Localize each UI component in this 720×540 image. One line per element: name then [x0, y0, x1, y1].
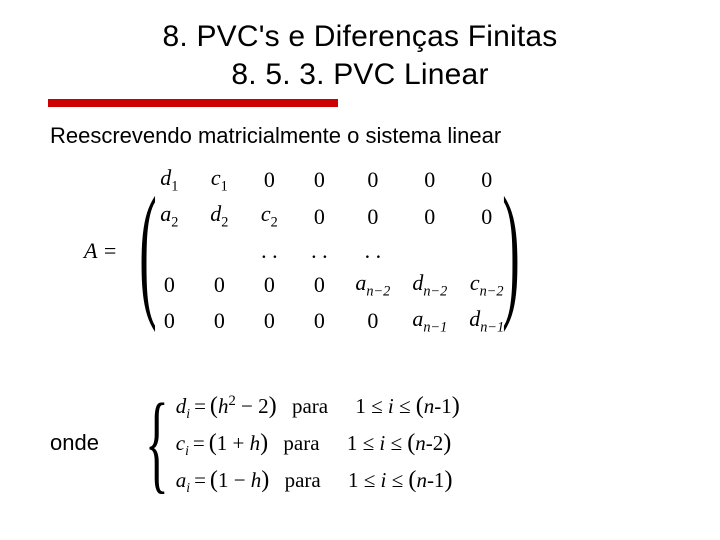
matrix-cell: c2 — [255, 201, 283, 231]
right-paren-icon: ) — [502, 187, 519, 315]
matrix-cell: 0 — [155, 272, 183, 298]
left-brace-icon: { — [145, 404, 169, 481]
matrix-cell: . . — [255, 238, 283, 264]
matrix-cell: d2 — [205, 201, 233, 231]
matrix-cell: 0 — [469, 204, 504, 230]
matrix-cell: 0 — [255, 308, 283, 334]
onde-label: onde — [50, 430, 99, 456]
matrix-cell: dn−2 — [412, 270, 447, 300]
matrix-cell: 0 — [355, 204, 390, 230]
matrix-cell: 0 — [305, 167, 333, 193]
matrix-cell: d1 — [155, 165, 183, 195]
def-d: di=(h2 − 2) para 1 ≤ i ≤ (n-1) — [176, 387, 460, 424]
matrix-cell: 0 — [155, 308, 183, 334]
matrix-cell: 0 — [355, 167, 390, 193]
definitions-row: onde { di=(h2 − 2) para 1 ≤ i ≤ (n-1) ci… — [50, 387, 672, 499]
definitions: di=(h2 − 2) para 1 ≤ i ≤ (n-1) ci=(1 + h… — [176, 387, 460, 499]
def-a: ai=(1 − h) para 1 ≤ i ≤ (n-1) — [176, 461, 460, 498]
matrix-cell: 0 — [305, 308, 333, 334]
matrix-cell: a2 — [155, 201, 183, 231]
matrix-lhs: A = — [84, 238, 123, 264]
brace-group: { di=(h2 − 2) para 1 ≤ i ≤ (n-1) ci=(1 +… — [145, 387, 460, 499]
matrix-cell: dn−1 — [469, 306, 504, 336]
matrix-cell: 0 — [305, 272, 333, 298]
matrix-cell: 0 — [305, 204, 333, 230]
slide-title: 8. PVC's e Diferenças Finitas 8. 5. 3. P… — [48, 18, 672, 93]
matrix-cell: 0 — [469, 167, 504, 193]
matrix-cell: c1 — [205, 165, 233, 195]
matrix-cell: . . — [305, 238, 333, 264]
def-c: ci=(1 + h) para 1 ≤ i ≤ (n-2) — [176, 424, 460, 461]
slide: 8. PVC's e Diferenças Finitas 8. 5. 3. P… — [0, 0, 720, 540]
left-paren-icon: ( — [140, 187, 157, 315]
title-line-1: 8. PVC's e Diferenças Finitas — [162, 20, 557, 53]
matrix-body: d1 c1 0 0 0 0 0 a2 d2 c2 0 0 0 0 . . . .… — [155, 165, 504, 337]
matrix-cell: cn−2 — [469, 270, 504, 300]
matrix-cell: an−2 — [355, 270, 390, 300]
matrix-cell: . . — [355, 238, 390, 264]
body-text: Reescrevendo matricialmente o sistema li… — [50, 123, 672, 149]
matrix-cell: 0 — [355, 308, 390, 334]
matrix-cell: 0 — [412, 204, 447, 230]
matrix-equation: A = ( d1 c1 0 0 0 0 0 a2 d2 c2 0 0 0 0 .… — [84, 165, 672, 337]
matrix-cell: an−1 — [412, 306, 447, 336]
matrix-cell: 0 — [255, 167, 283, 193]
title-line-2: 8. 5. 3. PVC Linear — [231, 58, 488, 91]
matrix-cell: 0 — [205, 308, 233, 334]
matrix-cell: 0 — [205, 272, 233, 298]
matrix-cell: 0 — [255, 272, 283, 298]
title-underline — [48, 99, 338, 107]
matrix-cell: 0 — [412, 167, 447, 193]
